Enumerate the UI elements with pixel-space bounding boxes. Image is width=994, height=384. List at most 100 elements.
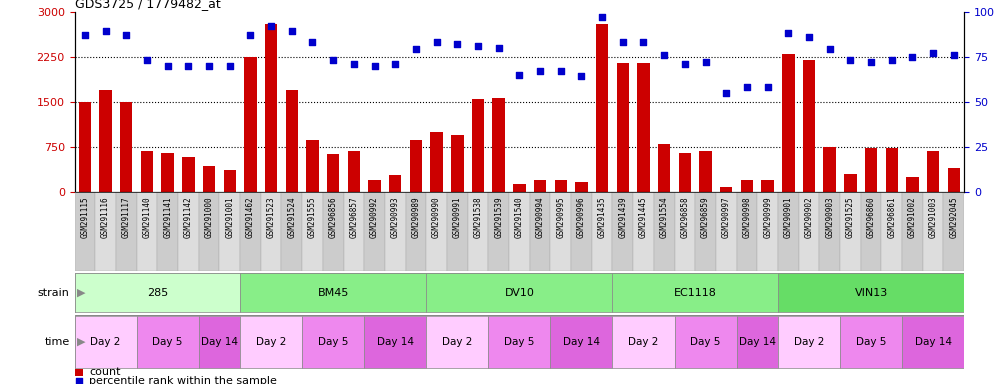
Point — [77, 32, 92, 38]
Bar — [136, 192, 157, 271]
Bar — [241, 192, 260, 271]
Bar — [778, 316, 840, 367]
Text: GSM291523: GSM291523 — [266, 196, 275, 238]
Bar — [637, 63, 650, 192]
Bar — [220, 192, 241, 271]
Text: GSM290989: GSM290989 — [412, 196, 420, 238]
Text: Day 14: Day 14 — [739, 337, 775, 347]
Bar — [886, 148, 898, 192]
Point — [428, 39, 444, 45]
Point — [532, 68, 548, 74]
Bar — [596, 23, 608, 192]
Text: GSM290993: GSM290993 — [391, 196, 400, 238]
Bar — [534, 180, 547, 192]
Text: GSM291002: GSM291002 — [908, 196, 916, 238]
Bar — [700, 151, 712, 192]
Text: GSM291000: GSM291000 — [205, 196, 214, 238]
Text: Day 2: Day 2 — [255, 337, 286, 347]
Text: GSM291003: GSM291003 — [928, 196, 937, 238]
Point — [139, 57, 155, 63]
Bar — [947, 168, 960, 192]
Bar — [426, 192, 447, 271]
Text: Day 5: Day 5 — [504, 337, 535, 347]
Bar — [75, 316, 136, 367]
Bar — [79, 102, 91, 192]
Bar — [654, 192, 675, 271]
Bar — [675, 192, 695, 271]
Bar — [761, 180, 774, 192]
Text: GSM290990: GSM290990 — [432, 196, 441, 238]
Text: Day 2: Day 2 — [794, 337, 824, 347]
Bar — [861, 192, 882, 271]
Bar — [844, 174, 857, 192]
Bar — [509, 192, 530, 271]
Bar — [633, 192, 654, 271]
Bar — [302, 192, 323, 271]
Text: GSM290999: GSM290999 — [763, 196, 772, 238]
Text: GSM291538: GSM291538 — [473, 196, 482, 238]
Text: GSM296859: GSM296859 — [701, 196, 710, 238]
Bar — [241, 316, 302, 367]
Text: GSM291142: GSM291142 — [184, 196, 193, 238]
Text: BM45: BM45 — [317, 288, 349, 298]
Point — [346, 61, 362, 67]
Bar — [616, 63, 629, 192]
Point — [801, 34, 817, 40]
Point — [356, 345, 372, 351]
Bar — [737, 316, 778, 367]
Text: GSM296858: GSM296858 — [680, 196, 690, 238]
Bar — [224, 170, 236, 192]
Text: count: count — [89, 367, 121, 377]
Text: Day 14: Day 14 — [201, 337, 238, 347]
Bar — [720, 187, 733, 192]
Bar — [555, 180, 567, 192]
Point — [780, 30, 796, 36]
Text: GSM291462: GSM291462 — [246, 196, 254, 238]
Text: time: time — [45, 337, 70, 347]
Point — [160, 63, 176, 69]
Text: GSM291140: GSM291140 — [142, 196, 151, 238]
Bar — [260, 192, 281, 271]
Bar — [530, 192, 551, 271]
Text: Day 5: Day 5 — [691, 337, 721, 347]
Bar — [943, 192, 964, 271]
Bar — [778, 192, 798, 271]
Bar — [492, 98, 505, 192]
Text: GSM291117: GSM291117 — [122, 196, 131, 238]
Point — [553, 68, 569, 74]
Point — [635, 39, 651, 45]
Point — [863, 59, 879, 65]
Text: Day 2: Day 2 — [628, 337, 659, 347]
Bar — [157, 192, 178, 271]
Text: GSM290901: GSM290901 — [784, 196, 793, 238]
Bar — [903, 316, 964, 367]
Bar — [679, 153, 691, 192]
Bar — [591, 192, 612, 271]
Text: strain: strain — [38, 288, 70, 298]
Bar — [302, 316, 364, 367]
Text: GSM290995: GSM290995 — [557, 196, 566, 238]
Point — [388, 61, 404, 67]
Text: ▶: ▶ — [77, 337, 85, 347]
Point — [180, 63, 196, 69]
Point — [822, 46, 838, 53]
Bar — [199, 192, 220, 271]
Text: GSM291141: GSM291141 — [163, 196, 172, 238]
Bar — [927, 151, 939, 192]
Text: GSM291524: GSM291524 — [287, 196, 296, 238]
Bar — [410, 140, 422, 192]
Bar — [285, 90, 298, 192]
Bar — [241, 273, 426, 312]
Point — [594, 14, 610, 20]
Text: Day 5: Day 5 — [152, 337, 183, 347]
Text: GSM290902: GSM290902 — [804, 196, 813, 238]
Point — [118, 32, 134, 38]
Point — [408, 46, 423, 53]
Text: 285: 285 — [147, 288, 168, 298]
Point — [304, 39, 320, 45]
Point — [884, 57, 900, 63]
Text: GSM291540: GSM291540 — [515, 196, 524, 238]
Bar — [551, 316, 612, 367]
Point — [325, 57, 341, 63]
Point — [367, 63, 383, 69]
